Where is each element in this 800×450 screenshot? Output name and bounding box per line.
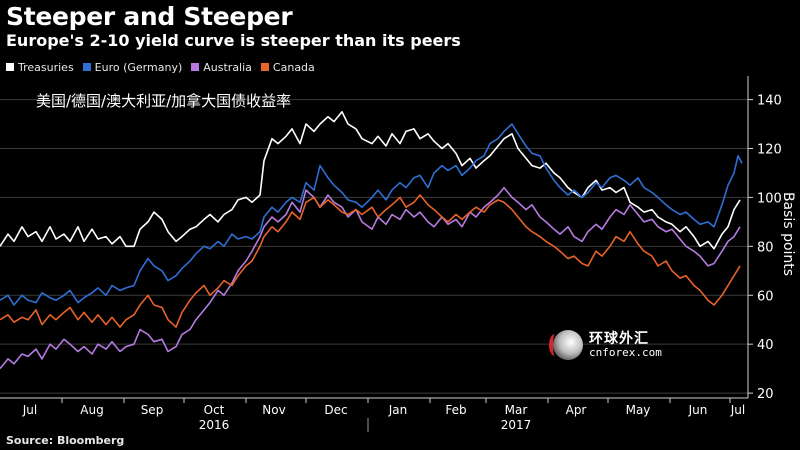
source-note: Source: Bloomberg [6, 434, 125, 447]
legend-item-treasuries: Treasuries [6, 61, 74, 74]
chart-title: Steeper and Steeper [6, 2, 293, 31]
legend-label-euro-germany: Euro (Germany) [94, 60, 183, 74]
y-axis-title: Basis points [780, 192, 796, 276]
ytick-label-120: 120 [757, 142, 782, 157]
series-line-euro-germany [0, 123, 743, 306]
ytick-label-40: 40 [757, 338, 774, 353]
xtick-label-4: Nov [262, 403, 285, 417]
series-line-treasuries [0, 111, 741, 250]
cnforex-logo-icon [549, 330, 583, 360]
series-line-australia [0, 186, 741, 370]
xtick-label-2: Sep [141, 403, 164, 417]
ytick-label-20: 20 [757, 387, 774, 402]
year-label-2016: 2016 [199, 418, 230, 432]
legend-item-australia: Australia [191, 61, 252, 74]
overlay-caption: 美国/德国/澳大利亚/加拿大国债收益率 [36, 92, 292, 110]
series-line-canada [0, 194, 741, 328]
xtick-label-9: Apr [566, 403, 587, 417]
ytick-label-80: 80 [757, 240, 774, 255]
xtick-label-3: Oct [204, 403, 225, 417]
xtick-label-10: May [626, 403, 651, 417]
legend-swatch-treasuries [6, 63, 14, 71]
chart-subtitle: Europe's 2-10 yield curve is steeper tha… [6, 31, 461, 50]
xtick-label-7: Feb [445, 403, 466, 417]
watermark-en: cnforex.com [589, 345, 662, 359]
watermark: 环球外汇 cnforex.com [549, 330, 662, 360]
legend: Treasuries Euro (Germany) Australia Cana… [6, 59, 315, 75]
watermark-text: 环球外汇 cnforex.com [589, 332, 662, 358]
legend-label-australia: Australia [203, 60, 252, 74]
legend-label-canada: Canada [272, 60, 315, 74]
xtick-label-12: Jul [730, 403, 745, 417]
ytick-label-140: 140 [757, 94, 782, 109]
xtick-label-5: Dec [324, 403, 347, 417]
watermark-cn: 环球外汇 [589, 330, 649, 347]
year-label-2017: 2017 [501, 418, 532, 432]
legend-label-treasuries: Treasuries [18, 60, 74, 74]
xtick-label-1: Aug [80, 403, 103, 417]
ytick-label-100: 100 [757, 191, 782, 206]
xtick-label-11: Jun [688, 403, 708, 417]
xtick-label-8: Mar [505, 403, 528, 417]
legend-swatch-canada [260, 63, 269, 71]
xtick-label-0: Jul [22, 403, 37, 417]
legend-swatch-australia [191, 63, 200, 71]
xtick-label-6: Jan [388, 403, 408, 417]
legend-item-canada: Canada [260, 60, 315, 74]
ytick-label-60: 60 [757, 289, 774, 304]
legend-swatch-euro-germany [82, 63, 91, 71]
legend-item-euro-germany: Euro (Germany) [82, 60, 183, 74]
